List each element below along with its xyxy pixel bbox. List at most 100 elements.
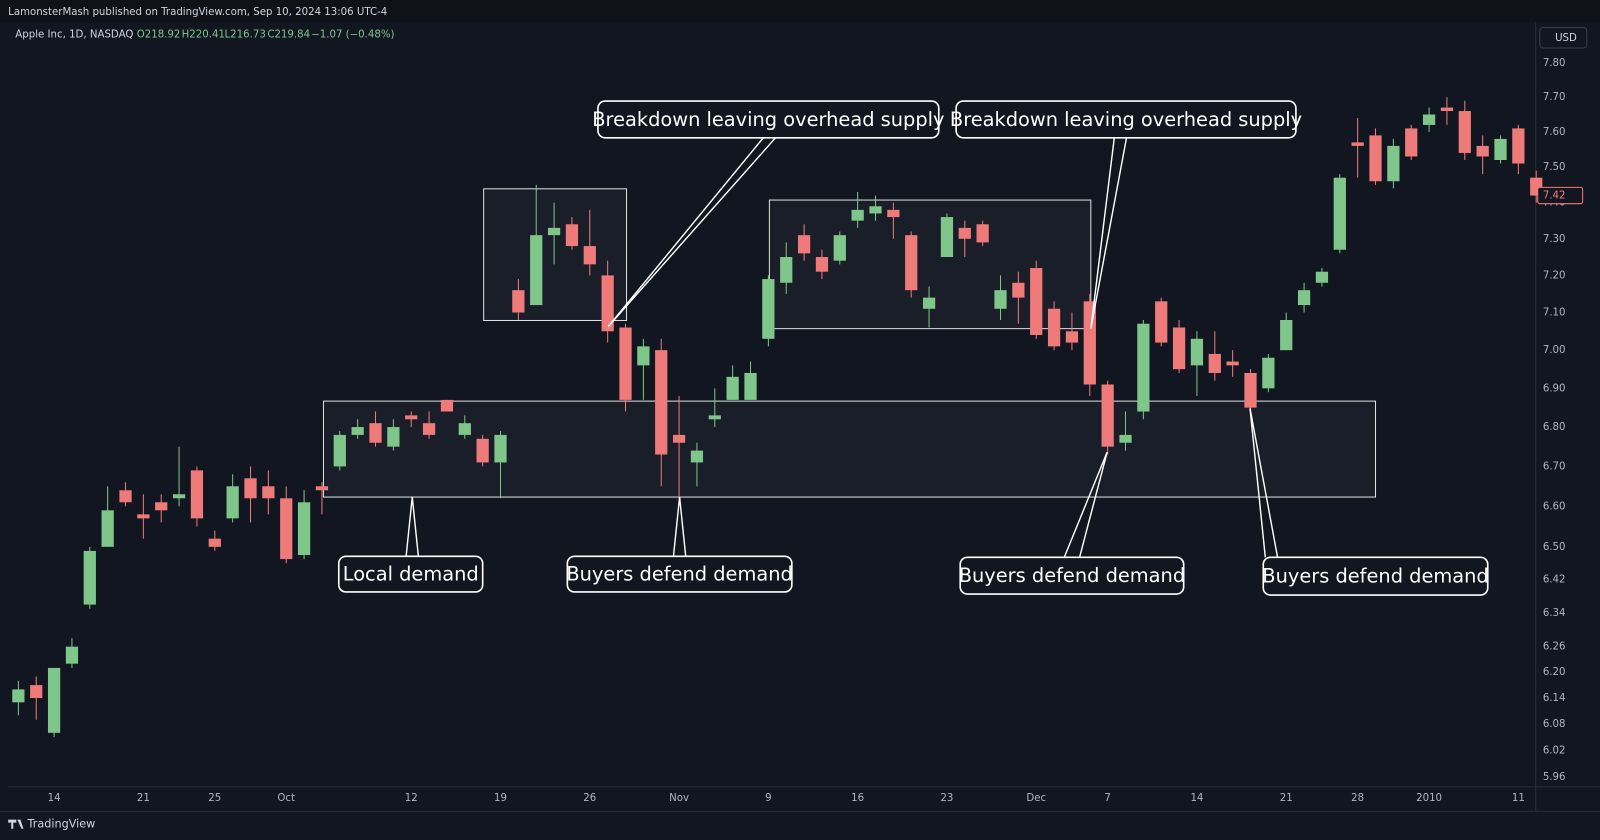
- candle-body: [1012, 282, 1025, 298]
- candle-body: [744, 372, 757, 400]
- callout-text: Buyers defend demand: [1262, 565, 1488, 588]
- callouts: Breakdown leaving overhead supply Breakdo…: [337, 100, 1489, 596]
- legend-change: −1.07 (−0.48%): [311, 30, 394, 41]
- y-tick-label: 7.10: [1543, 308, 1566, 319]
- legend-symbol: Apple Inc, 1D, NASDAQ: [15, 30, 133, 41]
- callout-text: Breakdown leaving overhead supply: [592, 108, 944, 131]
- x-tick-label: 26: [583, 793, 596, 804]
- y-tick-label: 7.70: [1543, 92, 1566, 103]
- x-tick-label: 16: [851, 793, 864, 804]
- candle-body: [887, 209, 900, 218]
- candle-body: [12, 689, 25, 703]
- candle-body: [869, 206, 882, 214]
- publisher: LamonsterMash published on TradingView.c…: [8, 7, 387, 18]
- y-tick-label: 6.90: [1543, 383, 1566, 394]
- candle-body: [1083, 301, 1096, 385]
- currency-box[interactable]: [1539, 27, 1588, 49]
- candle-body: [762, 279, 775, 339]
- candle-body: [458, 423, 471, 435]
- candle-body: [1262, 357, 1275, 389]
- candle-body: [1172, 327, 1186, 370]
- candle-body: [1351, 142, 1364, 146]
- y-tick-label: 7.80: [1543, 58, 1566, 69]
- candle-body: [1119, 434, 1132, 443]
- y-tick-label: 7.50: [1543, 162, 1566, 173]
- y-tick-label: 7.60: [1543, 127, 1566, 138]
- callout-pointer: [672, 496, 687, 557]
- callout-box: [955, 100, 1297, 139]
- candle-body: [244, 478, 257, 499]
- x-tick-label: 11: [1512, 793, 1525, 804]
- callout-text: Buyers defend demand: [566, 563, 792, 586]
- candle-body: [583, 246, 596, 265]
- candle-body: [476, 438, 489, 463]
- legend-open: O218.92: [137, 30, 181, 41]
- candle-body: [851, 209, 864, 221]
- x-tick-label: 28: [1351, 793, 1364, 804]
- callout-text: Buyers defend demand: [959, 564, 1185, 587]
- legend-close: C219.84: [267, 30, 310, 41]
- candle-body: [1297, 290, 1311, 306]
- candle-body: [976, 224, 989, 243]
- candle-body: [1030, 268, 1043, 336]
- candle-body: [708, 415, 721, 420]
- y-tick-label: 6.70: [1543, 461, 1566, 472]
- candle-body: [1065, 331, 1079, 343]
- candle-body: [1422, 114, 1436, 125]
- legend-low: L216.73: [224, 30, 265, 41]
- candle-body: [1208, 353, 1221, 373]
- brand: TradingView: [27, 818, 96, 831]
- candle-body: [637, 346, 650, 366]
- candle-body: [922, 297, 936, 309]
- candle-body: [351, 427, 364, 435]
- candle-body: [137, 514, 150, 519]
- x-tick-label: Dec: [1026, 793, 1046, 804]
- candle-body: [994, 290, 1007, 309]
- callout-box: [337, 555, 484, 593]
- callout-pointer: [1090, 137, 1128, 329]
- candle-body: [1512, 128, 1525, 164]
- candle-body: [1369, 135, 1382, 182]
- y-tick-label: 7.30: [1543, 234, 1566, 245]
- candle-body: [494, 434, 507, 463]
- candle-body: [440, 399, 454, 412]
- candle-body: [815, 257, 829, 272]
- x-tick-label: Nov: [669, 793, 689, 804]
- candle-body: [1226, 361, 1239, 366]
- x-tick-label: 23: [940, 793, 953, 804]
- candle-body: [601, 275, 614, 332]
- callout-box: [959, 556, 1185, 595]
- candle-body: [1190, 338, 1204, 366]
- callout-box: [597, 100, 940, 139]
- candle-body: [1476, 145, 1489, 157]
- candle-body: [690, 450, 704, 463]
- candle-body: [422, 423, 436, 435]
- callout-pointer: [1063, 451, 1108, 558]
- candle-body: [1155, 301, 1168, 343]
- candle-body: [155, 502, 168, 511]
- candle-body: [208, 538, 221, 547]
- x-tick-label: 9: [765, 793, 771, 804]
- candles: [12, 97, 1543, 738]
- candle-body: [190, 470, 204, 519]
- last-price: 7.42: [1543, 191, 1566, 202]
- x-tick-label: Oct: [277, 793, 295, 804]
- candle-body: [726, 376, 739, 400]
- x-tick-label: 19: [494, 793, 507, 804]
- candle-body: [512, 290, 525, 313]
- currency[interactable]: USD: [1555, 33, 1577, 44]
- callout-text: Breakdown leaving overhead supply: [950, 108, 1302, 131]
- candle-body: [1440, 107, 1454, 112]
- y-tick-label: 6.50: [1543, 542, 1566, 553]
- candle-body: [565, 224, 579, 247]
- callout-text: Local demand: [343, 563, 479, 586]
- x-tick-label: 14: [1190, 793, 1203, 804]
- y-tick-label: 7.20: [1543, 270, 1566, 281]
- candle-body: [1315, 271, 1329, 283]
- candle-body: [780, 257, 793, 283]
- candle-body: [1494, 138, 1507, 160]
- candle-body: [1458, 111, 1471, 153]
- callout-box: [1262, 556, 1489, 596]
- candle-body: [672, 434, 686, 443]
